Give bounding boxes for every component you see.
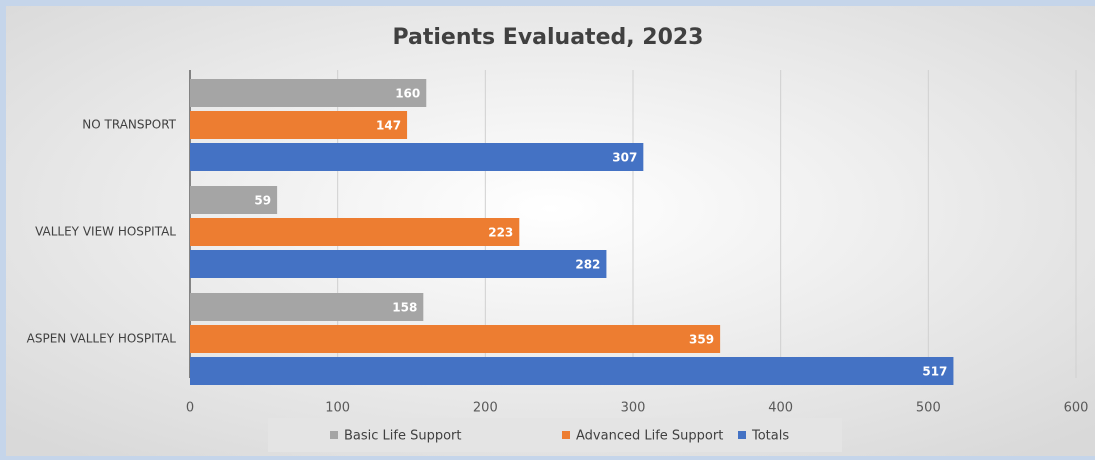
data-label: 517 <box>922 365 947 379</box>
bar <box>190 293 424 321</box>
bar <box>190 218 520 246</box>
bar <box>190 325 721 353</box>
bar <box>190 111 408 139</box>
x-tick-label: 200 <box>473 401 498 416</box>
x-tick-label: 400 <box>768 401 793 416</box>
x-tick-label: 100 <box>325 401 350 416</box>
data-label: 359 <box>689 333 714 347</box>
x-tick-label: 300 <box>621 401 646 416</box>
data-label: 158 <box>392 301 417 315</box>
chart-title: Patients Evaluated, 2023 <box>393 25 704 50</box>
data-label: 160 <box>395 87 420 101</box>
legend-swatch <box>330 431 338 439</box>
bar <box>190 143 644 171</box>
bar <box>190 357 954 385</box>
y-tick-label: ASPEN VALLEY HOSPITAL <box>27 332 177 346</box>
data-label: 307 <box>612 151 637 165</box>
data-label: 59 <box>254 194 271 208</box>
legend-swatch <box>562 431 570 439</box>
bar <box>190 250 607 278</box>
data-label: 282 <box>575 258 600 272</box>
x-tick-label: 500 <box>916 401 941 416</box>
data-label: 223 <box>488 226 513 240</box>
bar <box>190 186 278 214</box>
legend-label: Totals <box>751 429 789 444</box>
legend-label: Basic Life Support <box>344 429 462 444</box>
y-tick-label: NO TRANSPORT <box>82 118 176 132</box>
data-label: 147 <box>376 119 401 133</box>
legend-label: Advanced Life Support <box>576 429 723 444</box>
x-tick-label: 600 <box>1064 401 1089 416</box>
y-tick-label: VALLEY VIEW HOSPITAL <box>35 225 176 239</box>
legend-box <box>268 418 842 452</box>
bar <box>190 79 427 107</box>
legend-swatch <box>738 431 746 439</box>
x-tick-label: 0 <box>186 401 194 416</box>
